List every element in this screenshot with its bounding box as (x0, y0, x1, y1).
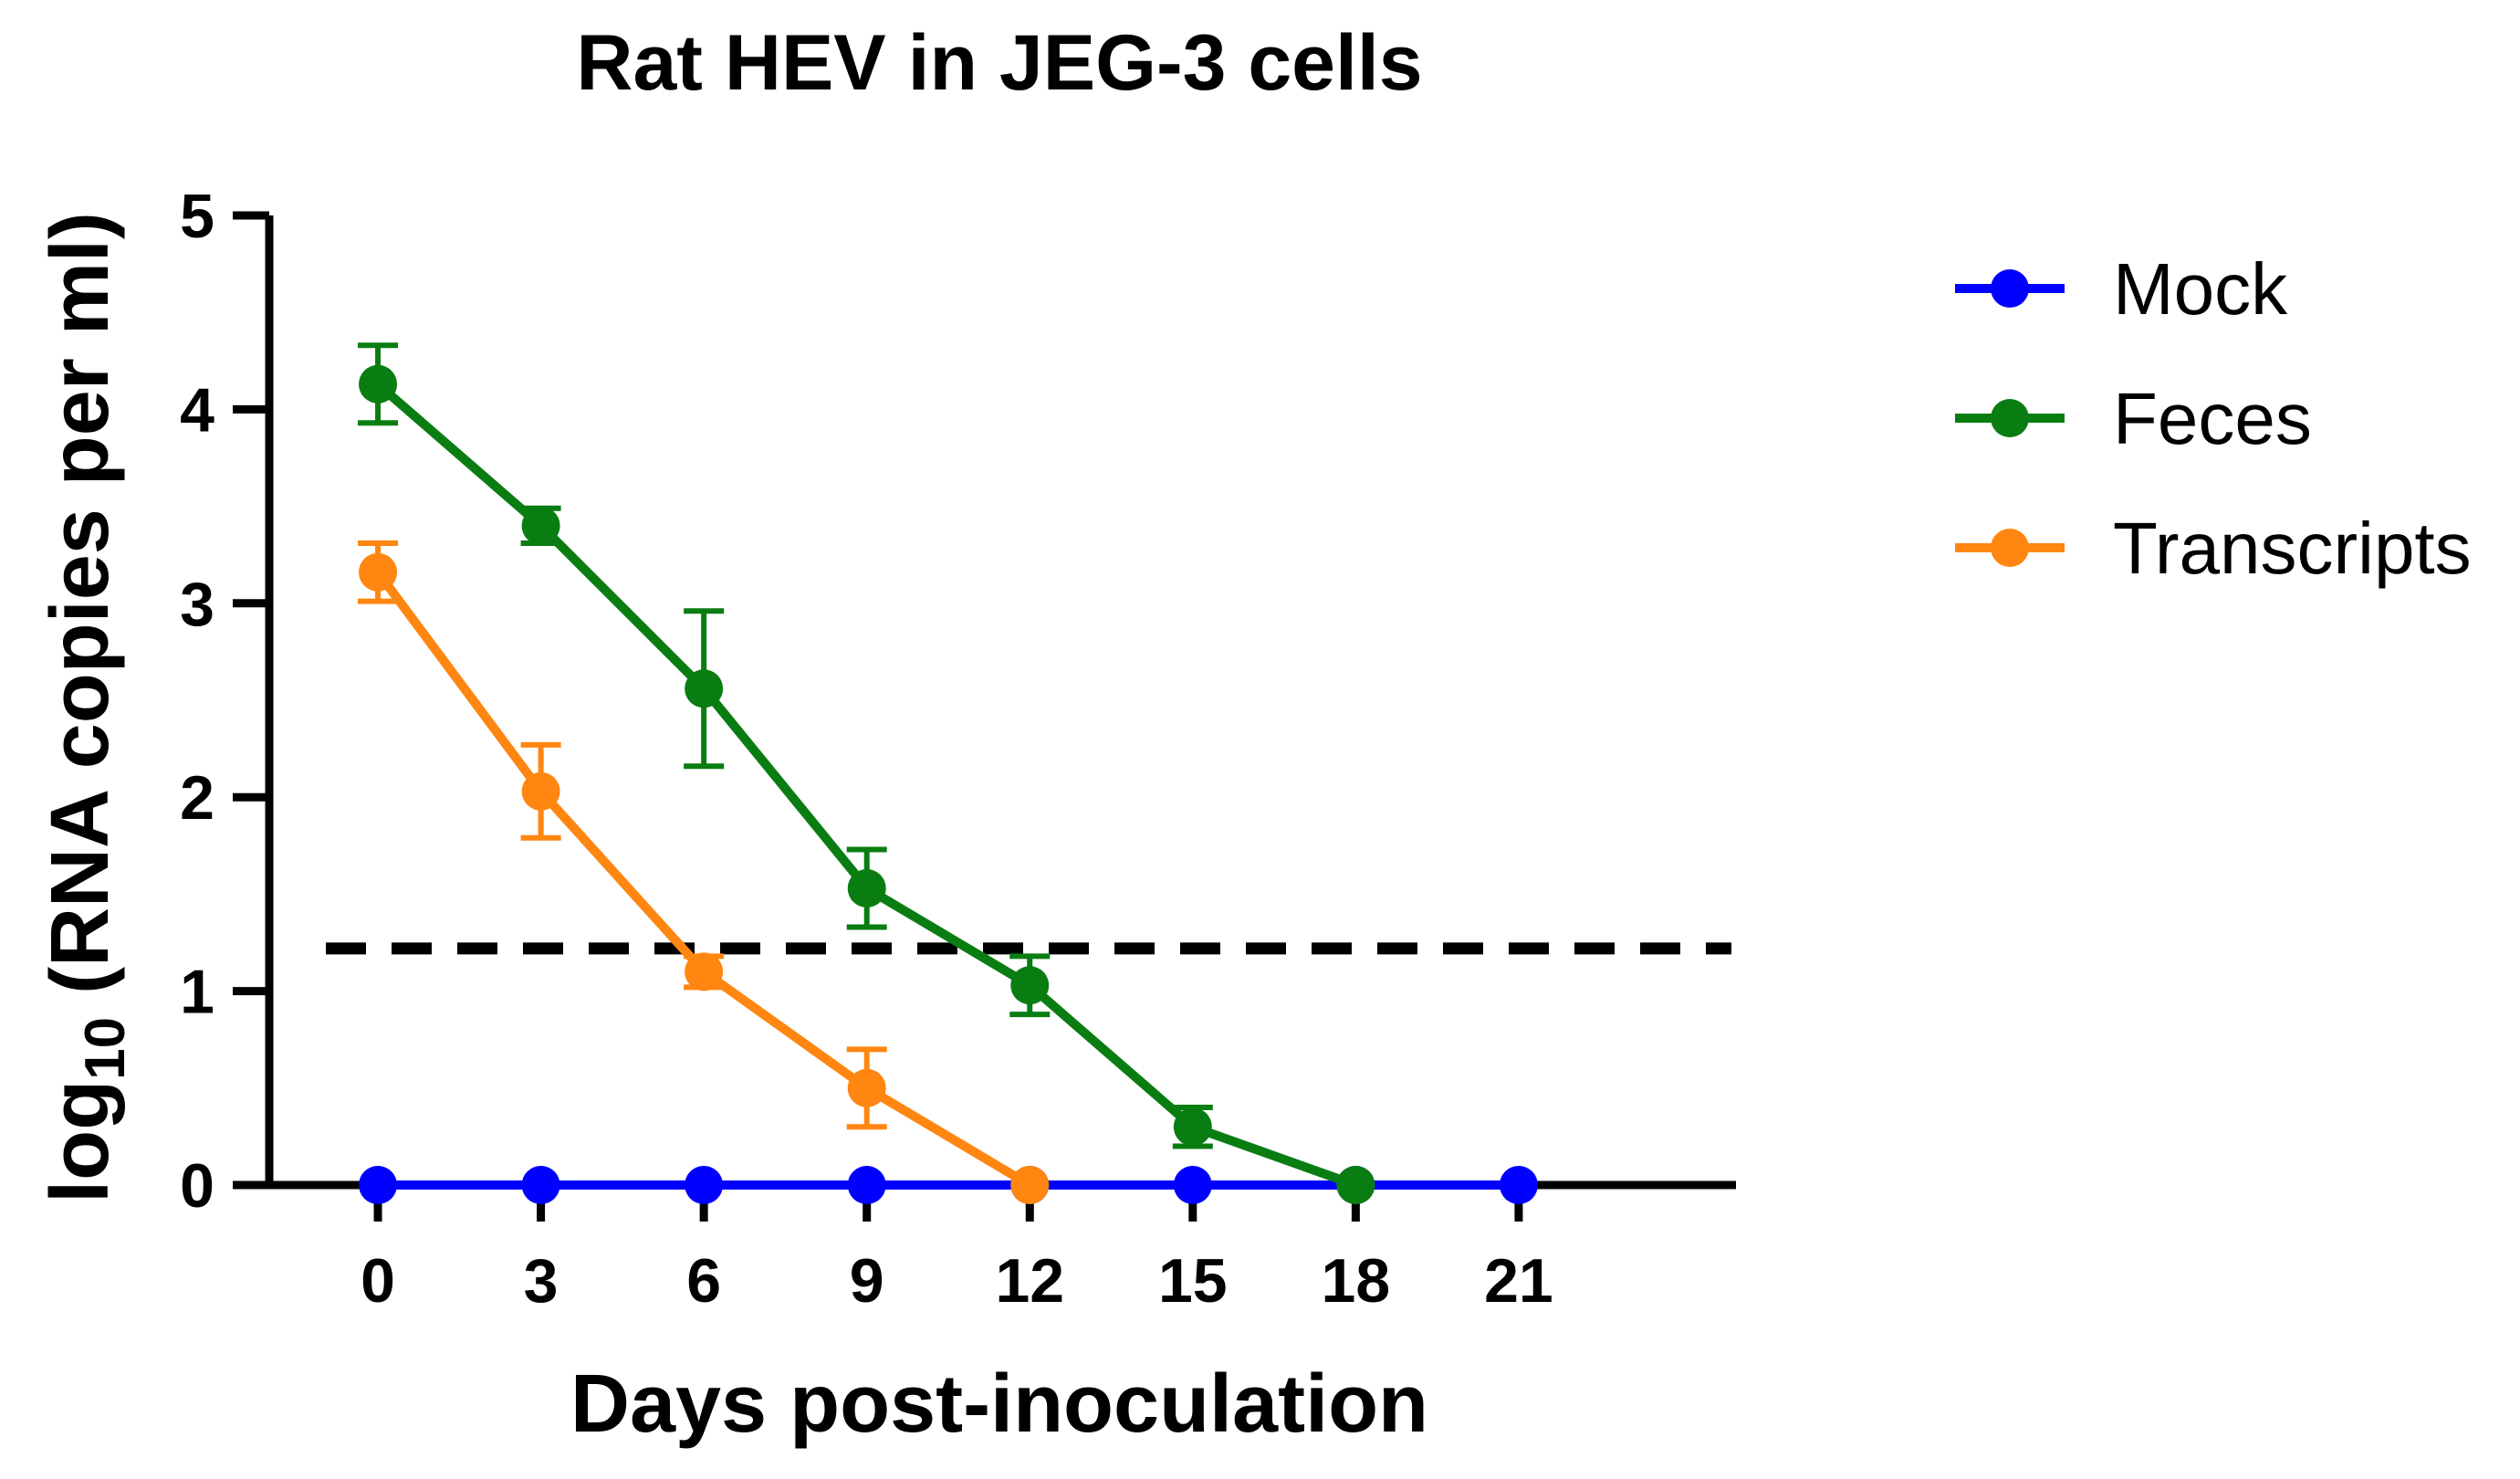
y-ticks: 0 1 2 3 4 5 (180, 182, 269, 1221)
legend-label: Transcripts (2113, 508, 2472, 589)
data-point (685, 952, 724, 991)
x-tick-label: 21 (1484, 1246, 1553, 1316)
y-axis-label-rest: (RNA copies per ml) (35, 212, 126, 1017)
series-feces (358, 342, 1375, 1204)
legend: Mock Feces Transcripts (1955, 248, 2472, 589)
data-point (847, 1166, 886, 1204)
y-tick-label: 4 (180, 375, 214, 445)
y-tick-label: 3 (180, 570, 214, 639)
data-point (685, 669, 724, 708)
x-tick-label: 0 (361, 1246, 395, 1316)
x-tick-label: 6 (686, 1246, 721, 1316)
data-point (521, 506, 560, 545)
data-point (1173, 1166, 1212, 1204)
legend-marker (1991, 269, 2029, 308)
data-point (847, 869, 886, 908)
legend-item-transcripts: Transcripts (1955, 508, 2472, 589)
x-tick-label: 15 (1158, 1246, 1228, 1316)
legend-label: Feces (2113, 378, 2312, 459)
data-point (1010, 966, 1050, 1005)
axes (265, 215, 1736, 1190)
x-ticks: 0 3 6 9 12 15 18 21 (361, 1185, 1553, 1316)
data-point (1499, 1166, 1538, 1204)
data-point (1010, 1166, 1050, 1204)
data-point (1173, 1107, 1212, 1147)
y-tick-label: 2 (180, 763, 214, 833)
data-point (359, 364, 398, 404)
legend-marker (1991, 529, 2029, 567)
x-axis-label: Days post-inoculation (570, 1358, 1428, 1450)
chart-title: Rat HEV in JEG-3 cells (576, 19, 1422, 107)
y-tick-label: 5 (180, 182, 214, 251)
y-axis-label: log10 (RNA copies per ml) (35, 212, 137, 1203)
data-point (521, 1166, 560, 1204)
legend-marker (1991, 399, 2029, 437)
legend-item-mock: Mock (1955, 248, 2288, 330)
y-axis-label-prefix: log (35, 1080, 126, 1203)
data-point (685, 1166, 724, 1204)
data-point (1336, 1166, 1375, 1204)
y-tick-label: 1 (180, 958, 214, 1027)
data-point (359, 552, 398, 592)
y-tick-label: 0 (180, 1151, 214, 1221)
data-point (359, 1166, 398, 1204)
data-point (847, 1068, 886, 1107)
data-point (521, 771, 560, 811)
legend-label: Mock (2113, 248, 2288, 330)
y-axis-label-subscript: 10 (74, 1017, 137, 1080)
series-layer (358, 342, 1538, 1204)
x-tick-label: 9 (850, 1246, 884, 1316)
x-tick-label: 18 (1322, 1246, 1391, 1316)
legend-item-feces: Feces (1955, 378, 2312, 459)
series-transcripts (358, 540, 1050, 1204)
x-tick-label: 3 (524, 1246, 559, 1316)
x-tick-label: 12 (995, 1246, 1064, 1316)
